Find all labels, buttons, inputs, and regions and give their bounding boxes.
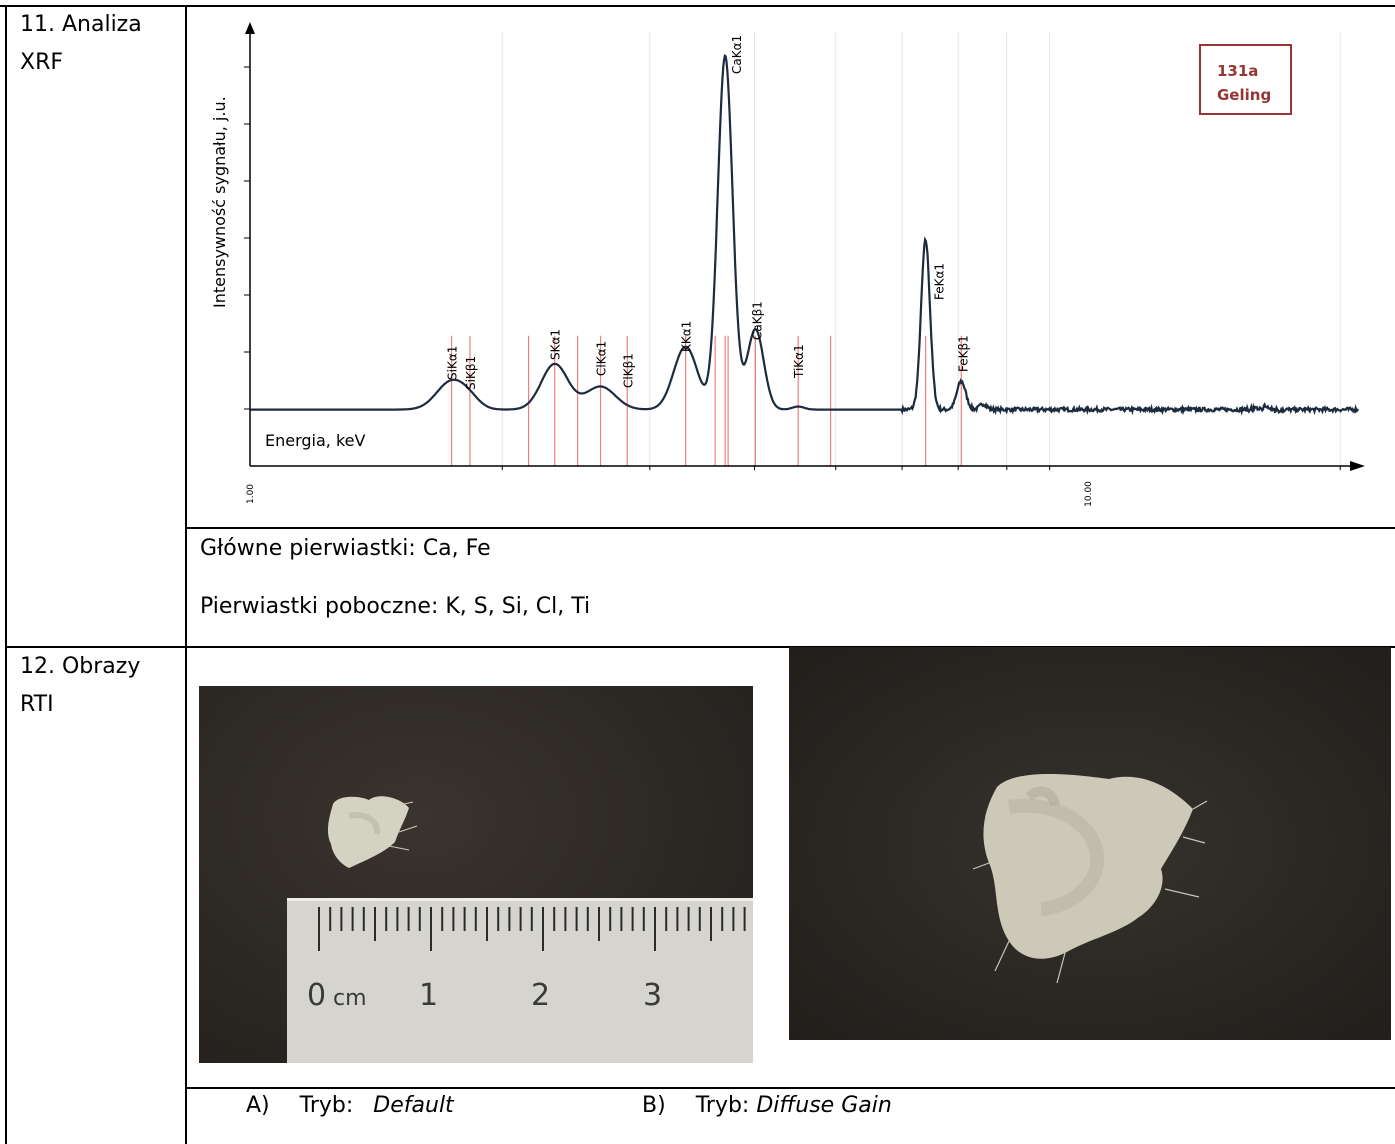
caption-a-prefix: Tryb: [299,1093,354,1118]
peak-label-6: CaKα1 [730,35,744,74]
x-axis-arrow [1350,461,1365,471]
x-tick-label-0: 1.00 [246,484,256,504]
ruler-ticks: 0 1 2 3 cm [307,907,746,1013]
caption-a-mode: Default [373,1093,454,1118]
caption-b-letter: B) [642,1093,666,1118]
peak-label-1: SiKβ1 [464,356,478,390]
peak-label-3: ClKα1 [595,341,609,376]
caption-a: A) Tryb: Default [246,1093,454,1118]
x-axis-title: Energia, keV [265,431,366,450]
rti-photo-default: 0 1 2 3 cm [199,686,753,1063]
peak-labels: SiKα1 SiKβ1 SKα1 ClKα1 ClKβ1 KKα1 CaKα1 CaKβ1 Ti… [446,35,971,390]
table-left-border [5,5,7,1144]
caption-b-mode: Diffuse Gain [756,1093,892,1118]
element-marker-lines [450,335,962,466]
row-label-rti: 12. Obrazy RTI [20,648,140,724]
spectrum-line [250,53,1359,416]
caption-a-letter: A) [246,1093,270,1118]
y-axis-title: Intensywność sygnału, j.u. [210,96,229,308]
peak-label-8: TiKα1 [792,344,806,379]
peak-label-0: SiKα1 [446,346,460,380]
sample-fragment-small [327,796,418,868]
row-label-xrf: 11. Analiza XRF [20,6,142,82]
peak-label-10: FeKβ1 [956,335,970,372]
y-axis-arrow [245,22,255,34]
caption-b: B) Tryb: Diffuse Gain [642,1093,892,1118]
rti-subrow-divider [185,1087,1395,1089]
ruler-label-3: 3 [643,978,662,1013]
x-tick-label-1: 10.00 [1084,481,1094,507]
peak-label-4: ClKβ1 [621,353,635,388]
row-label-rti-line1: 12. Obrazy [20,654,141,679]
peak-label-9: FeKα1 [933,263,947,300]
peak-label-5: KKα1 [680,321,694,352]
row-label-xrf-line2: XRF [20,50,64,75]
caption-b-prefix: Tryb: [695,1093,750,1118]
sample-label-line2: Geling [1217,86,1271,104]
sample-label-box: 131a Geling [1199,44,1292,115]
sample-fragment-large [972,774,1208,984]
ruler-unit: cm [333,986,367,1011]
row-label-xrf-line1: 11. Analiza [20,12,142,37]
main-elements-text: Główne pierwiastki: Ca, Fe [200,536,491,561]
ruler: 0 1 2 3 cm [287,898,753,1063]
ruler-label-0: 0 [307,978,326,1013]
xrf-subrow-divider [185,527,1395,529]
peak-label-7: CaKβ1 [750,301,764,340]
x-tick-labels: 1.00 10.00 [246,481,1094,507]
row-divider [5,646,1395,648]
sample-label-line1: 131a [1217,62,1258,80]
xrf-spectrum-chart: 1.00 10.00 SiKα1 SiKβ1 SKα1 ClKα1 ClKβ1 KKα1 Ca… [210,22,1365,507]
table-top-border [0,5,1395,7]
chart-gridlines [501,32,1341,466]
rti-photo-diffuse-gain [789,647,1391,1040]
peak-label-2: SKα1 [549,329,563,360]
row-label-rti-line2: RTI [20,692,54,717]
secondary-elements-text: Pierwiastki poboczne: K, S, Si, Cl, Ti [200,594,591,619]
ruler-label-2: 2 [531,978,550,1013]
x-axis-ticks [501,466,1341,470]
column-divider [185,5,187,1144]
ruler-label-1: 1 [419,978,438,1013]
y-axis-ticks [244,66,250,410]
